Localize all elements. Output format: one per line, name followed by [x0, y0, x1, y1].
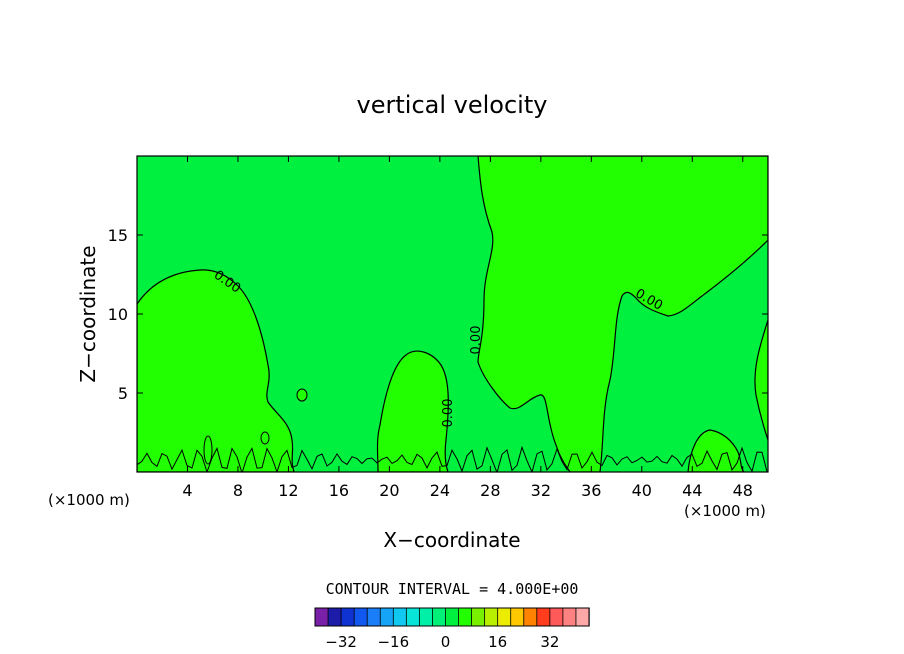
x-tick-label: 40 — [632, 481, 652, 500]
colorbar-swatch — [405, 607, 421, 627]
colorbar-swatch — [458, 607, 473, 627]
colorbar-swatch — [366, 607, 381, 627]
x-tick-label: 36 — [581, 481, 601, 500]
colorbar-swatch — [536, 607, 551, 627]
x-tick-label: 44 — [682, 481, 702, 500]
colorbar-tick-label: 0 — [441, 633, 451, 651]
colorbar-swatch — [562, 607, 577, 627]
colorbar-swatch — [418, 607, 434, 627]
zero-contour — [137, 269, 295, 472]
y-axis-label: Z−coordinate — [76, 245, 100, 382]
zero-contour — [376, 350, 449, 472]
positive-regions — [137, 156, 768, 472]
surface-contour — [137, 445, 768, 472]
y-tick-label: 5 — [118, 384, 128, 403]
x-tick-label: 32 — [531, 481, 551, 500]
x-unit-right: (×1000 m) — [684, 502, 766, 520]
positive-region — [137, 269, 294, 472]
zero-contour — [754, 319, 768, 441]
x-tick-label: 8 — [233, 481, 243, 500]
y-tick-label: 15 — [108, 226, 128, 245]
contour-cell — [260, 431, 270, 445]
colorbar-tick-label: −16 — [377, 633, 409, 651]
x-unit-left: (×1000 m) — [48, 491, 130, 509]
colorbar-swatch — [314, 607, 329, 627]
positive-region — [377, 351, 449, 472]
contour-label: 0.00 — [469, 326, 484, 355]
colorbar-tick-label: −32 — [325, 633, 357, 651]
contour-label: 0.00 — [441, 399, 456, 428]
colorbar-tick-label: 32 — [540, 633, 559, 651]
colorbar-frame — [314, 607, 590, 627]
x-tick-label: 24 — [430, 481, 450, 500]
colorbar-swatch — [353, 607, 368, 627]
chart-title: vertical velocity — [357, 91, 548, 119]
contour-labels: 0.000.000.000.00 — [211, 268, 665, 428]
colorbar-swatch — [379, 607, 394, 627]
colorbar-swatch — [445, 607, 460, 627]
colorbar-swatch — [471, 607, 486, 627]
colorbar-swatch — [497, 607, 512, 627]
colorbar-swatch — [327, 607, 342, 627]
colorbar-swatch — [340, 607, 355, 627]
plot-area — [137, 156, 768, 472]
colorbar-swatch — [392, 607, 408, 627]
zero-contour — [687, 429, 745, 472]
colorbar-swatch — [549, 607, 564, 627]
colorbar: −32 −16 0 16 32 — [314, 607, 590, 651]
x-tick-label: 12 — [278, 481, 298, 500]
colorbar-tick-label: 16 — [488, 633, 507, 651]
x-tick-label: 28 — [480, 481, 500, 500]
colorbar-swatch — [484, 607, 499, 627]
y-axis-ticks: 5 10 15 — [108, 226, 768, 403]
zero-contour-lines — [137, 156, 768, 472]
colorbar-swatch — [510, 607, 525, 627]
x-axis-label: X−coordinate — [383, 528, 520, 552]
colorbar-swatch — [575, 607, 590, 627]
contour-cell — [203, 435, 213, 465]
x-tick-label: 4 — [182, 481, 192, 500]
zero-contour — [477, 156, 768, 472]
positive-region — [754, 320, 768, 440]
positive-region — [478, 156, 768, 472]
contour-cell — [296, 388, 308, 402]
y-tick-label: 10 — [108, 305, 128, 324]
x-tick-label: 16 — [329, 481, 349, 500]
x-axis-ticks: 4 8 12 16 20 24 28 32 36 40 44 48 — [182, 156, 753, 500]
contour-interval-text: CONTOUR INTERVAL = 4.000E+00 — [326, 580, 579, 598]
x-tick-label: 48 — [733, 481, 753, 500]
x-tick-label: 20 — [379, 481, 399, 500]
colorbar-swatch — [432, 607, 447, 627]
colorbar-swatch — [523, 607, 538, 627]
